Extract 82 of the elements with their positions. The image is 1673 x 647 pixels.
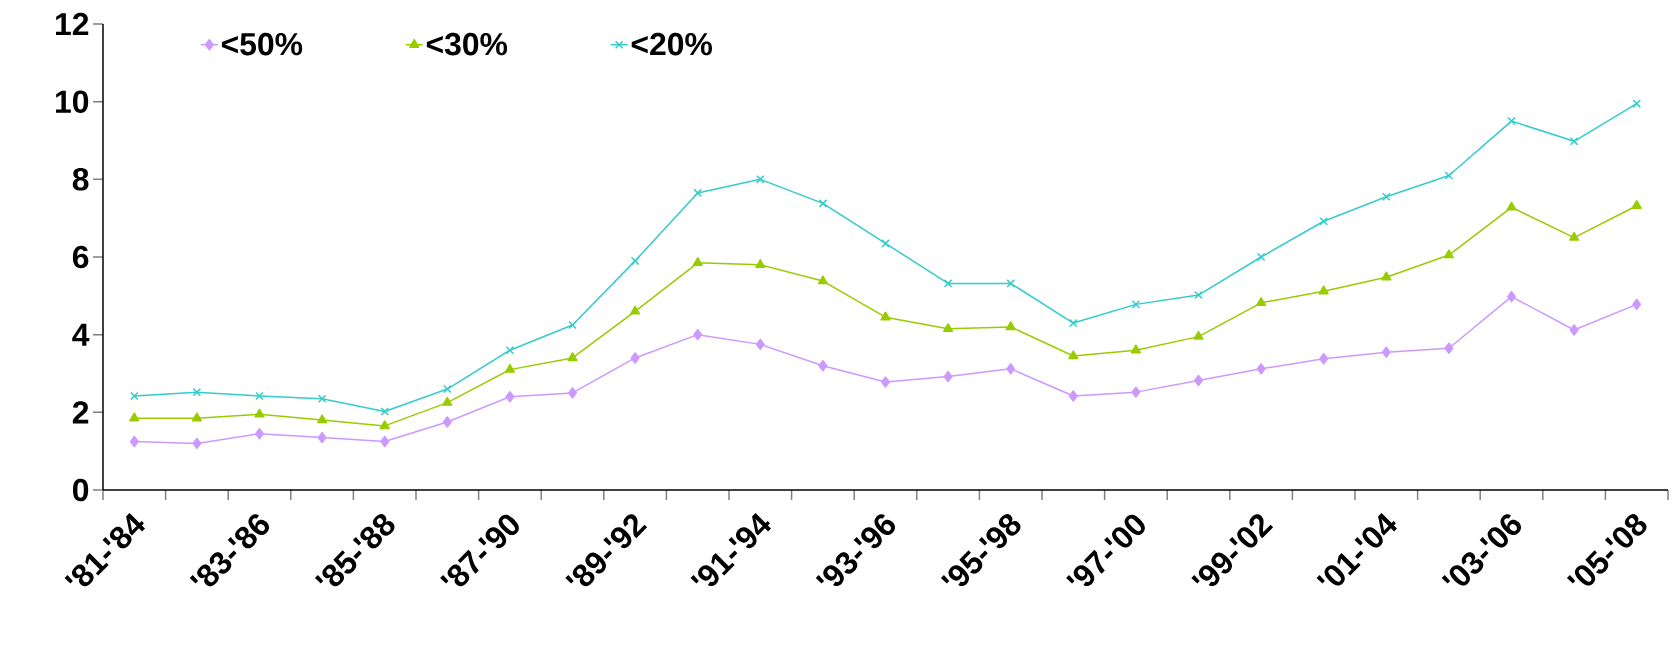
point [568, 387, 577, 399]
point [505, 391, 515, 403]
point [943, 370, 953, 383]
point [1569, 136, 1579, 146]
y-tick-label: 4 [72, 323, 90, 346]
point [1193, 330, 1204, 340]
point [1569, 231, 1580, 241]
point [818, 359, 828, 372]
point [1382, 192, 1391, 202]
point [630, 305, 641, 315]
point [1068, 390, 1078, 402]
point [192, 437, 202, 450]
point [1569, 324, 1579, 336]
point [443, 384, 452, 394]
point [881, 376, 890, 388]
point [630, 352, 640, 364]
point [756, 175, 765, 184]
point [1318, 285, 1329, 295]
point [191, 412, 202, 422]
point [317, 394, 327, 404]
point [1130, 344, 1141, 354]
point [379, 420, 390, 430]
point [1632, 99, 1641, 108]
legend-label: <30% [426, 32, 508, 56]
point [567, 352, 578, 362]
point [129, 412, 140, 422]
point [1256, 297, 1267, 307]
point [1632, 298, 1642, 311]
point [943, 279, 953, 288]
point [1069, 318, 1078, 328]
point [755, 338, 765, 351]
y-tick-label: 2 [72, 401, 89, 424]
point [693, 328, 703, 341]
point [255, 391, 264, 401]
point [442, 416, 452, 428]
point [1006, 279, 1015, 288]
point [755, 259, 766, 269]
point [192, 387, 202, 397]
point [317, 431, 327, 444]
point [1319, 352, 1329, 365]
point [1005, 321, 1016, 331]
y-tick-label: 10 [56, 90, 89, 113]
point [130, 391, 139, 401]
point [1006, 363, 1016, 375]
point [1444, 342, 1454, 354]
point [1131, 386, 1141, 398]
point [1506, 201, 1517, 211]
point [1507, 116, 1516, 126]
point [817, 275, 828, 285]
y-tick-label: 0 [73, 478, 89, 502]
point [129, 435, 139, 448]
point [317, 414, 328, 424]
point [380, 435, 390, 448]
y-tick-label: 12 [56, 12, 89, 36]
point [1131, 300, 1141, 309]
point [1381, 346, 1391, 358]
point [505, 345, 515, 355]
point [504, 363, 515, 373]
point [630, 256, 640, 266]
point [1256, 363, 1266, 375]
point [254, 408, 265, 418]
y-tick-label: 6 [72, 245, 89, 269]
point [1319, 216, 1328, 226]
point [943, 323, 954, 333]
point [1631, 199, 1642, 209]
point [380, 407, 389, 416]
point [880, 311, 891, 321]
point [568, 320, 577, 330]
point [1444, 171, 1454, 180]
point [1443, 249, 1454, 259]
point [881, 239, 890, 248]
point [1381, 271, 1392, 281]
point [693, 188, 702, 198]
point [1194, 290, 1203, 300]
legend-label: <20% [631, 32, 712, 56]
point [1256, 252, 1266, 262]
legend-label: <50% [221, 32, 303, 56]
point [442, 396, 453, 406]
point [692, 257, 703, 267]
point [1068, 350, 1079, 360]
point [818, 199, 828, 208]
y-tick-label: 8 [72, 168, 89, 191]
